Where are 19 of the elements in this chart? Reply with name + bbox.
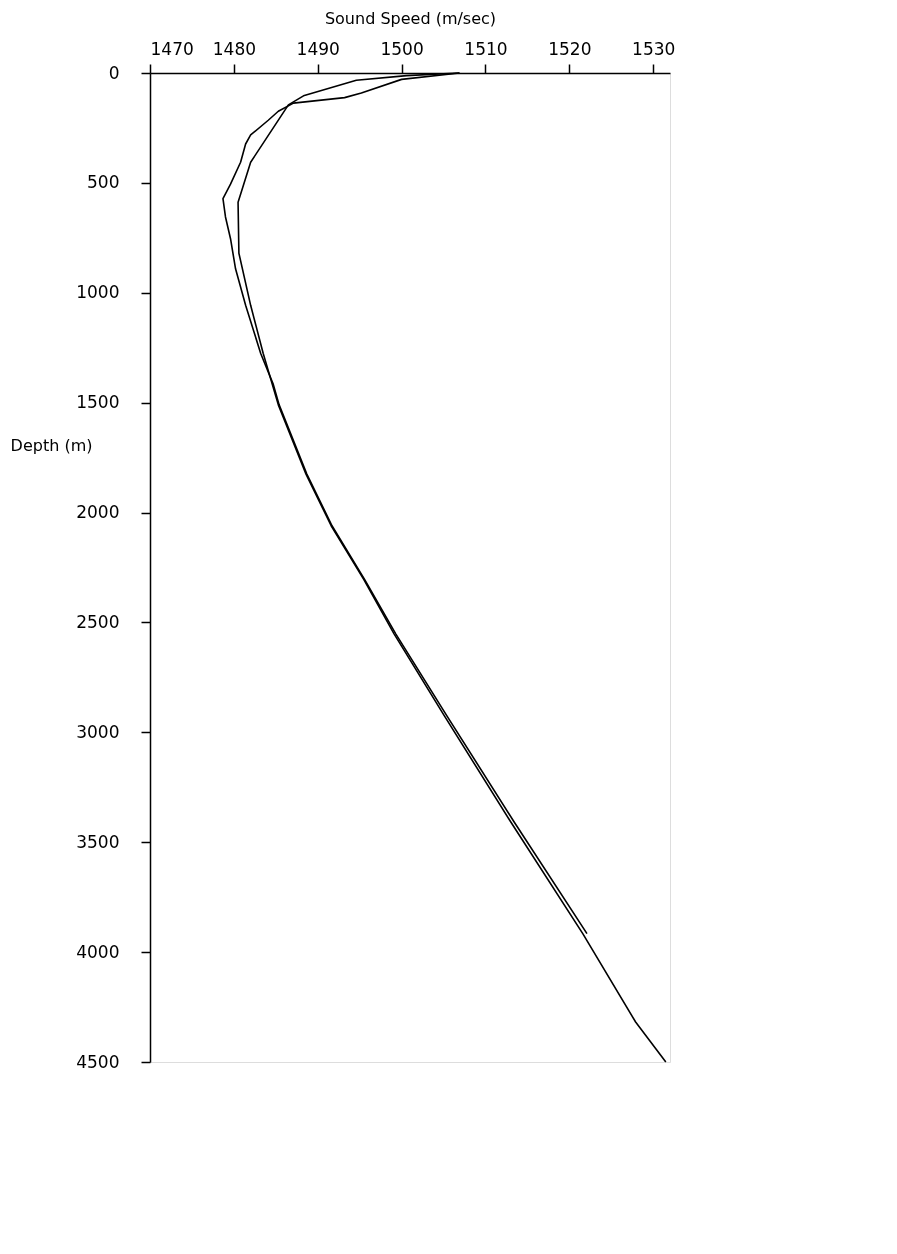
x-tick-label: 1510 <box>464 38 508 59</box>
y-tick-label: 1000 <box>76 282 120 303</box>
y-tick-label: 2000 <box>76 502 120 523</box>
y-tick-label: 4500 <box>76 1051 120 1072</box>
y-tick-label: 3000 <box>76 721 120 742</box>
x-tick-label: 1480 <box>212 38 256 59</box>
y-tick-label: 3500 <box>76 831 120 852</box>
y-tick-label: 4000 <box>76 941 120 962</box>
x-tick-label: 1520 <box>548 38 592 59</box>
y-tick-label: 2500 <box>76 611 120 632</box>
x-tick-label: 1490 <box>296 38 340 59</box>
x-tick-label: 1500 <box>380 38 424 59</box>
y-tick-label: 1500 <box>76 392 120 413</box>
y-axis-title: Depth (m) <box>10 435 93 455</box>
x-tick-label: 1530 <box>632 38 676 59</box>
x-axis-title: Sound Speed (m/sec) <box>324 8 497 28</box>
y-tick-label: 0 <box>108 62 120 83</box>
y-tick-label: 500 <box>87 172 120 193</box>
x-tick-label: 1470 <box>150 38 194 59</box>
